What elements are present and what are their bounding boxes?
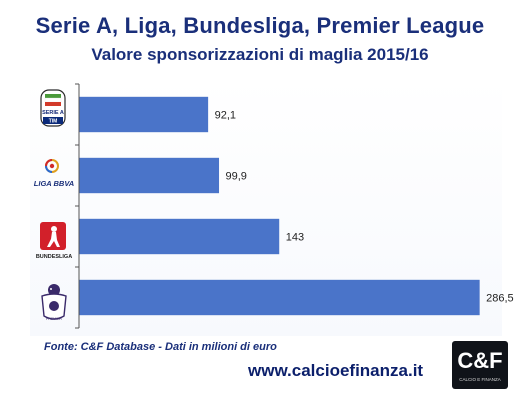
data-label-1: 99,9 [226,171,247,183]
bar-2 [79,218,280,255]
data-label-3: 286,5 [486,293,514,305]
liga-bbva-logo-text: LIGA BBVA [34,179,74,188]
serie-a-logo-text: SERIE A [42,110,64,116]
liga-bbva-logo: LIGA BBVA [34,159,74,188]
bar-1 [79,157,220,194]
data-label-0: 92,1 [215,110,236,122]
bundesliga-logo: BUNDESLIGA [36,222,72,260]
serie-a-logo: SERIE A TIM [40,89,66,127]
data-label-2: 143 [286,232,304,244]
source-note: Fonte: C&F Database - Dati in milioni di… [44,341,277,353]
premier-logo-text: PREMIER [46,317,62,321]
bar-3 [79,279,480,316]
cf-logo-subtext: CALCIO E FINANZA [459,377,501,382]
chart-title: Serie A, Liga, Bundesliga, Premier Leagu… [35,13,485,38]
cf-logo-text: C&F [457,348,503,373]
bar-0 [79,96,209,133]
calcio-e-finanza-logo: C&F CALCIO E FINANZA [452,341,508,389]
website-link[interactable]: www.calcioefinanza.it [248,361,424,380]
premier-league-logo: PREMIER [41,284,67,321]
bundesliga-logo-text: BUNDESLIGA [36,254,72,260]
chart-subtitle: Valore sponsorizzazioni di maglia 2015/1… [91,45,429,64]
serie-a-logo-tim: TIM [49,119,58,125]
